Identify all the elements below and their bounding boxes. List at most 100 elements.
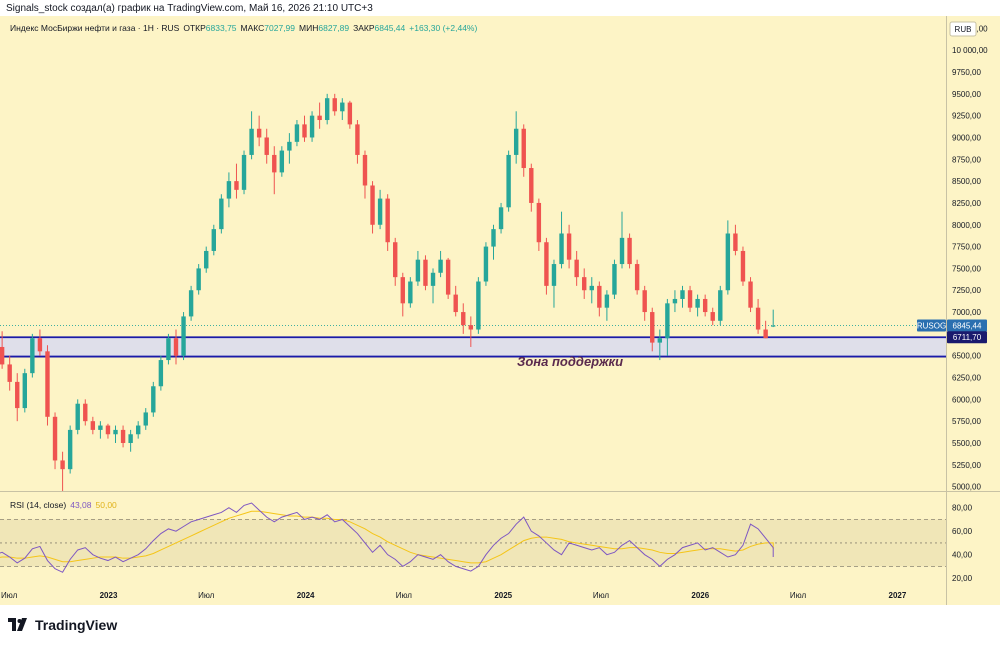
candle — [529, 163, 534, 212]
candle — [370, 181, 375, 234]
candle — [453, 285, 458, 317]
candle — [45, 345, 50, 426]
candle — [589, 277, 594, 304]
svg-text:Индекс МосБиржи нефти и газа ·: Индекс МосБиржи нефти и газа · 1Н · RUS О… — [10, 23, 477, 33]
candle — [423, 255, 428, 291]
candle — [551, 259, 557, 308]
support-zone[interactable] — [0, 325, 946, 358]
candle — [695, 294, 700, 317]
tradingview-logo[interactable]: TradingView — [8, 617, 117, 633]
candle — [151, 381, 156, 417]
price-tick-label: 6500,00 — [952, 352, 981, 361]
candle — [733, 224, 738, 256]
candle — [317, 102, 322, 129]
zone-label: Зона поддержки — [517, 354, 623, 369]
candle — [582, 268, 587, 299]
close-value: 6845,44 — [375, 23, 406, 33]
candle — [771, 309, 776, 328]
candle — [665, 298, 670, 356]
candle — [15, 373, 20, 422]
candle — [226, 172, 232, 208]
candle — [385, 194, 390, 251]
candle — [377, 189, 383, 230]
candle — [264, 128, 269, 164]
candle — [241, 150, 247, 195]
candle — [204, 246, 209, 273]
candle — [7, 355, 12, 391]
candle — [362, 150, 368, 199]
candle — [544, 237, 549, 295]
time-tick-label: 2023 — [100, 591, 118, 600]
ticker-badge — [917, 319, 946, 332]
candle — [30, 333, 35, 378]
rsi-line[interactable] — [0, 502, 774, 573]
price-tick-label: 8750,00 — [952, 155, 981, 164]
candle — [135, 421, 141, 439]
price-tick-label: 10 000,00 — [952, 46, 988, 55]
candle — [597, 281, 602, 317]
currency-badge[interactable]: RUB — [949, 21, 977, 37]
price-tick-label: 9750,00 — [952, 68, 981, 77]
candle — [158, 355, 164, 391]
candle — [687, 285, 693, 313]
candle — [604, 290, 610, 321]
open-value: 6833,75 — [206, 23, 237, 33]
tradingview-brand: TradingView — [35, 617, 118, 633]
candle — [332, 93, 337, 116]
candle — [400, 272, 405, 317]
rsi-legend: RSI (14, close) 43,08 50,00 — [10, 500, 117, 510]
candle — [506, 150, 511, 212]
candle — [37, 329, 43, 356]
open-label: ОТКР — [183, 23, 206, 33]
change-value: +163,30 (+2,44%) — [409, 23, 477, 33]
time-tick-label: Июл — [593, 591, 610, 600]
candle — [166, 333, 171, 365]
price-tick-label: 8000,00 — [952, 221, 981, 230]
time-axis[interactable]: Июл 2023 Июл 2024 Июл 2025 Июл 2026 Июл 2027 — [1, 591, 907, 600]
candle — [347, 100, 353, 129]
candle — [672, 290, 678, 313]
rsi-pane[interactable] — [0, 502, 946, 573]
price-tick-label: 5250,00 — [952, 461, 981, 470]
level-label: 6711,70 — [953, 333, 982, 342]
candle — [415, 250, 421, 286]
candle — [755, 298, 761, 334]
last-price-badge — [947, 319, 987, 332]
rsi-tick-label: 40,00 — [952, 551, 973, 560]
time-tick-label: 2026 — [691, 591, 709, 600]
candle — [559, 211, 564, 269]
candle — [634, 259, 640, 295]
price-tick-label: 7000,00 — [952, 308, 981, 317]
candle — [181, 312, 186, 361]
price-tick-label: 8250,00 — [952, 199, 981, 208]
legend-title: Индекс МосБиржи нефти и газа · 1Н · RUS — [10, 23, 180, 33]
candle — [60, 451, 65, 491]
ticker-label: RUSOG — [917, 322, 946, 331]
rsi-band — [0, 519, 946, 567]
svg-text:RUB: RUB — [955, 25, 972, 34]
candle — [355, 120, 360, 164]
price-tick-label: 7750,00 — [952, 243, 981, 252]
price-tick-label: 6000,00 — [952, 395, 981, 404]
rsi-tick-label: 80,00 — [952, 504, 973, 513]
candle — [498, 202, 504, 234]
candle — [445, 257, 451, 299]
price-tick-label: 6250,00 — [952, 374, 981, 383]
rsi-ma-value: 50,00 — [96, 500, 118, 510]
time-tick-label: 2024 — [297, 591, 315, 600]
time-tick-label: Июл — [1, 591, 18, 600]
chart[interactable]: 5000,00 5250,00 5500,00 5750,00 6000,00 6250,… — [0, 16, 1000, 606]
candle — [52, 412, 58, 470]
main-pane-background — [0, 16, 946, 491]
candle — [680, 285, 685, 308]
candle — [536, 198, 542, 251]
ohlc-legend: Индекс МосБиржи нефти и газа · 1Н · RUS О… — [10, 23, 477, 33]
time-tick-label: Июл — [790, 591, 807, 600]
candle — [105, 423, 111, 439]
time-scale-background — [0, 584, 946, 606]
rsi-title: RSI (14, close) — [10, 500, 66, 510]
price-tags: RUSOG 6845,44 6711,70 — [917, 319, 987, 344]
rsi-ma-line — [0, 510, 774, 564]
candle — [196, 264, 201, 295]
candle — [491, 224, 496, 260]
